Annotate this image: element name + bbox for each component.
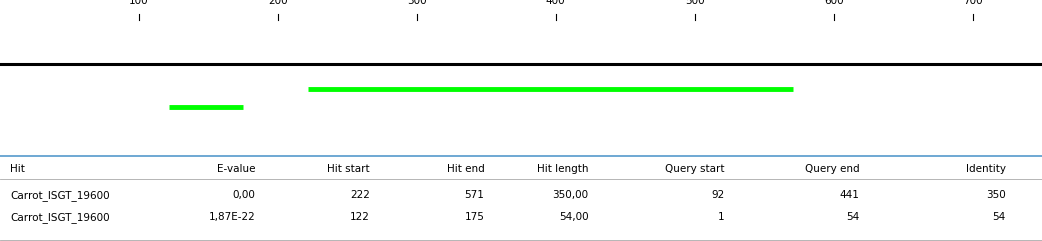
Text: 0,00: 0,00 <box>232 190 255 200</box>
Text: 100: 100 <box>129 0 149 6</box>
Text: 54,00: 54,00 <box>560 212 589 222</box>
Text: Hit: Hit <box>10 164 25 174</box>
Text: 175: 175 <box>465 212 485 222</box>
Text: 350: 350 <box>986 190 1006 200</box>
Text: 1,87E-22: 1,87E-22 <box>208 212 255 222</box>
Text: 122: 122 <box>350 212 370 222</box>
Text: Carrot_ISGT_19600: Carrot_ISGT_19600 <box>10 190 110 201</box>
Text: 571: 571 <box>465 190 485 200</box>
Text: 600: 600 <box>824 0 843 6</box>
Text: 200: 200 <box>268 0 288 6</box>
Text: Identity: Identity <box>966 164 1006 174</box>
Text: 1: 1 <box>718 212 724 222</box>
Text: 700: 700 <box>963 0 983 6</box>
Text: 500: 500 <box>685 0 704 6</box>
Text: Carrot_ISGT_19600: Carrot_ISGT_19600 <box>10 212 110 223</box>
Text: Hit start: Hit start <box>327 164 370 174</box>
Text: 350,00: 350,00 <box>552 190 589 200</box>
Text: 400: 400 <box>546 0 566 6</box>
Text: E-value: E-value <box>217 164 255 174</box>
Text: 222: 222 <box>350 190 370 200</box>
Text: 92: 92 <box>711 190 724 200</box>
Text: Query start: Query start <box>665 164 724 174</box>
Text: 441: 441 <box>840 190 860 200</box>
Text: Query end: Query end <box>805 164 860 174</box>
Text: 54: 54 <box>992 212 1006 222</box>
Text: 300: 300 <box>407 0 426 6</box>
Text: 54: 54 <box>846 212 860 222</box>
Text: Hit end: Hit end <box>447 164 485 174</box>
Text: Hit length: Hit length <box>538 164 589 174</box>
